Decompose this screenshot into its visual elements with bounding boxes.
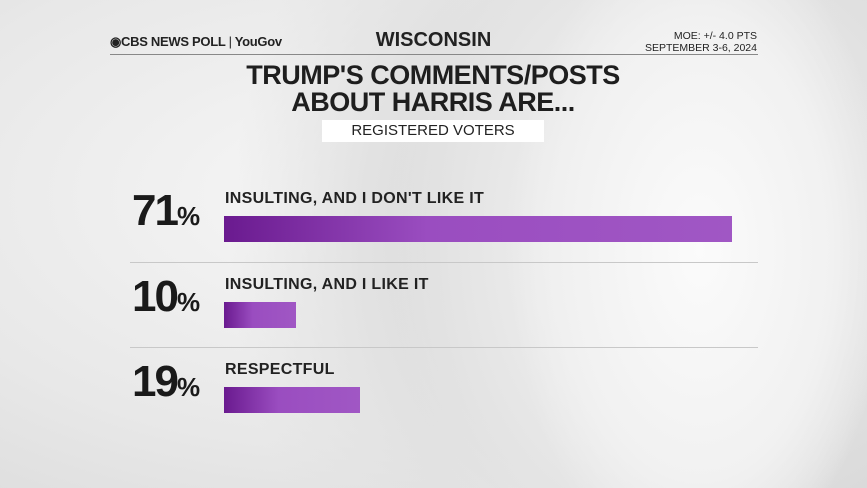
value-unit: % [176,287,201,317]
value-number: 10 [132,272,179,321]
moe: MOE: +/- 4.0 PTS [673,30,757,42]
category-label: INSULTING, AND I DON'T LIKE IT [225,190,485,207]
category-label: RESPECTFUL [225,361,335,378]
cbs-yougov-logo: ◉CBS NEWS POLL | YouGov [110,34,282,49]
bar [224,216,732,242]
value-unit: % [176,201,201,231]
bar [224,387,360,413]
chart-title: TRUMP'S COMMENTS/POSTS ABOUT HARRIS ARE.… [246,60,620,117]
value-number: 71 [132,186,179,235]
value-unit: % [176,372,201,402]
bar [224,302,296,328]
state-title: WISCONSIN [375,29,492,51]
header-rule [110,54,758,55]
value-label: 10% [132,272,200,322]
value-label: 71% [132,186,200,236]
poll-info: MOE: +/- 4.0 PTS SEPTEMBER 3-6, 2024 [645,30,757,54]
row-divider [130,262,758,263]
value-number: 19 [132,357,179,406]
value-label: 19% [132,357,200,407]
dates: SEPTEMBER 3-6, 2024 [644,42,757,54]
subtitle-badge: REGISTERED VOTERS [322,120,544,142]
category-label: INSULTING, AND I LIKE IT [225,276,429,293]
row-divider [130,347,758,348]
